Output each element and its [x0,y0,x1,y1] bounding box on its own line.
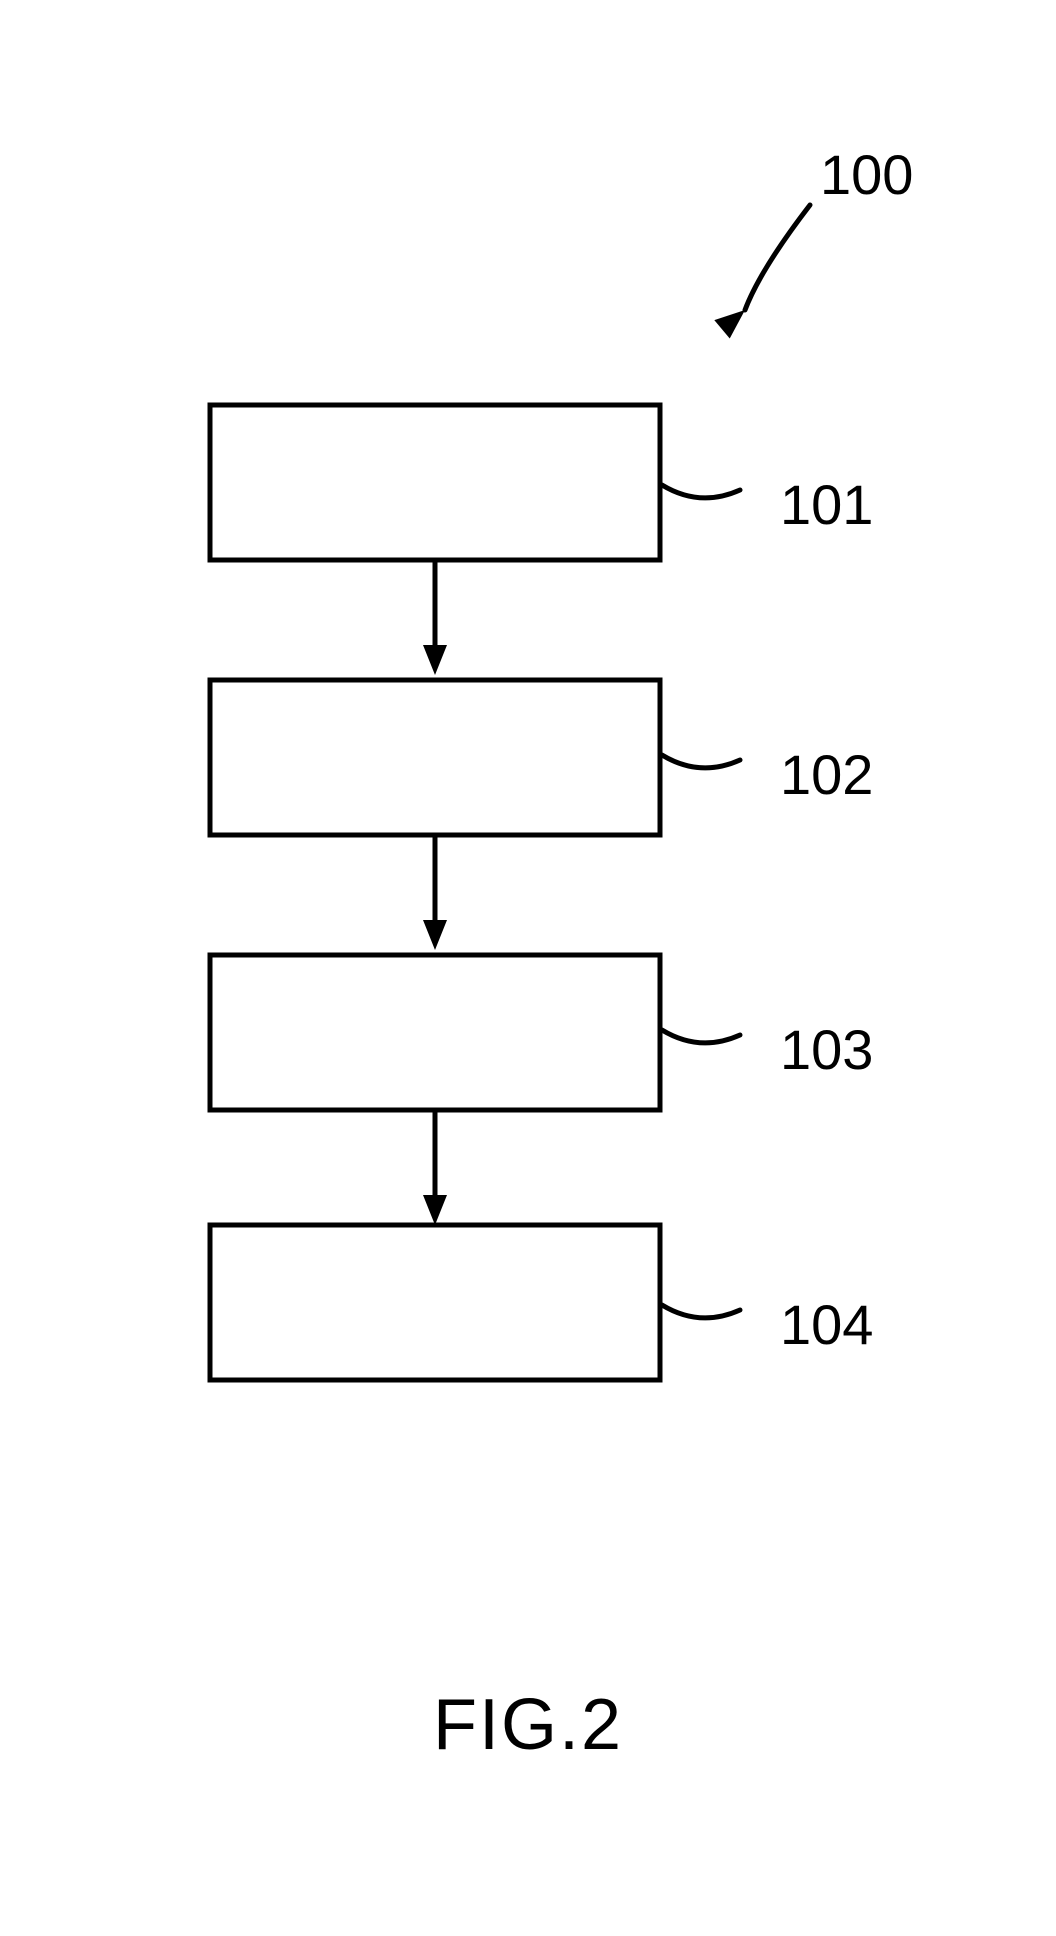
leader-line-102 [662,755,740,768]
figure-caption: FIG.2 [0,1684,1056,1766]
edge-arrowhead-103-104 [423,1195,447,1225]
leader-line-104 [662,1305,740,1318]
node-label-101: 101 [780,472,873,537]
flowchart-diagram: 101 102 103 104 100 FIG.2 [0,0,1056,1931]
flow-node-102 [210,680,660,835]
edge-arrowhead-101-102 [423,645,447,675]
node-label-102: 102 [780,742,873,807]
leader-line-103 [662,1030,740,1043]
flow-node-101 [210,405,660,560]
flow-node-103 [210,955,660,1110]
diagram-svg [0,0,1056,1931]
node-label-103: 103 [780,1017,873,1082]
flow-node-104 [210,1225,660,1380]
diagram-title-arrow-curve [745,205,810,310]
leader-line-101 [662,485,740,498]
edge-arrowhead-102-103 [423,920,447,950]
node-label-104: 104 [780,1292,873,1357]
diagram-title-label: 100 [820,142,913,207]
